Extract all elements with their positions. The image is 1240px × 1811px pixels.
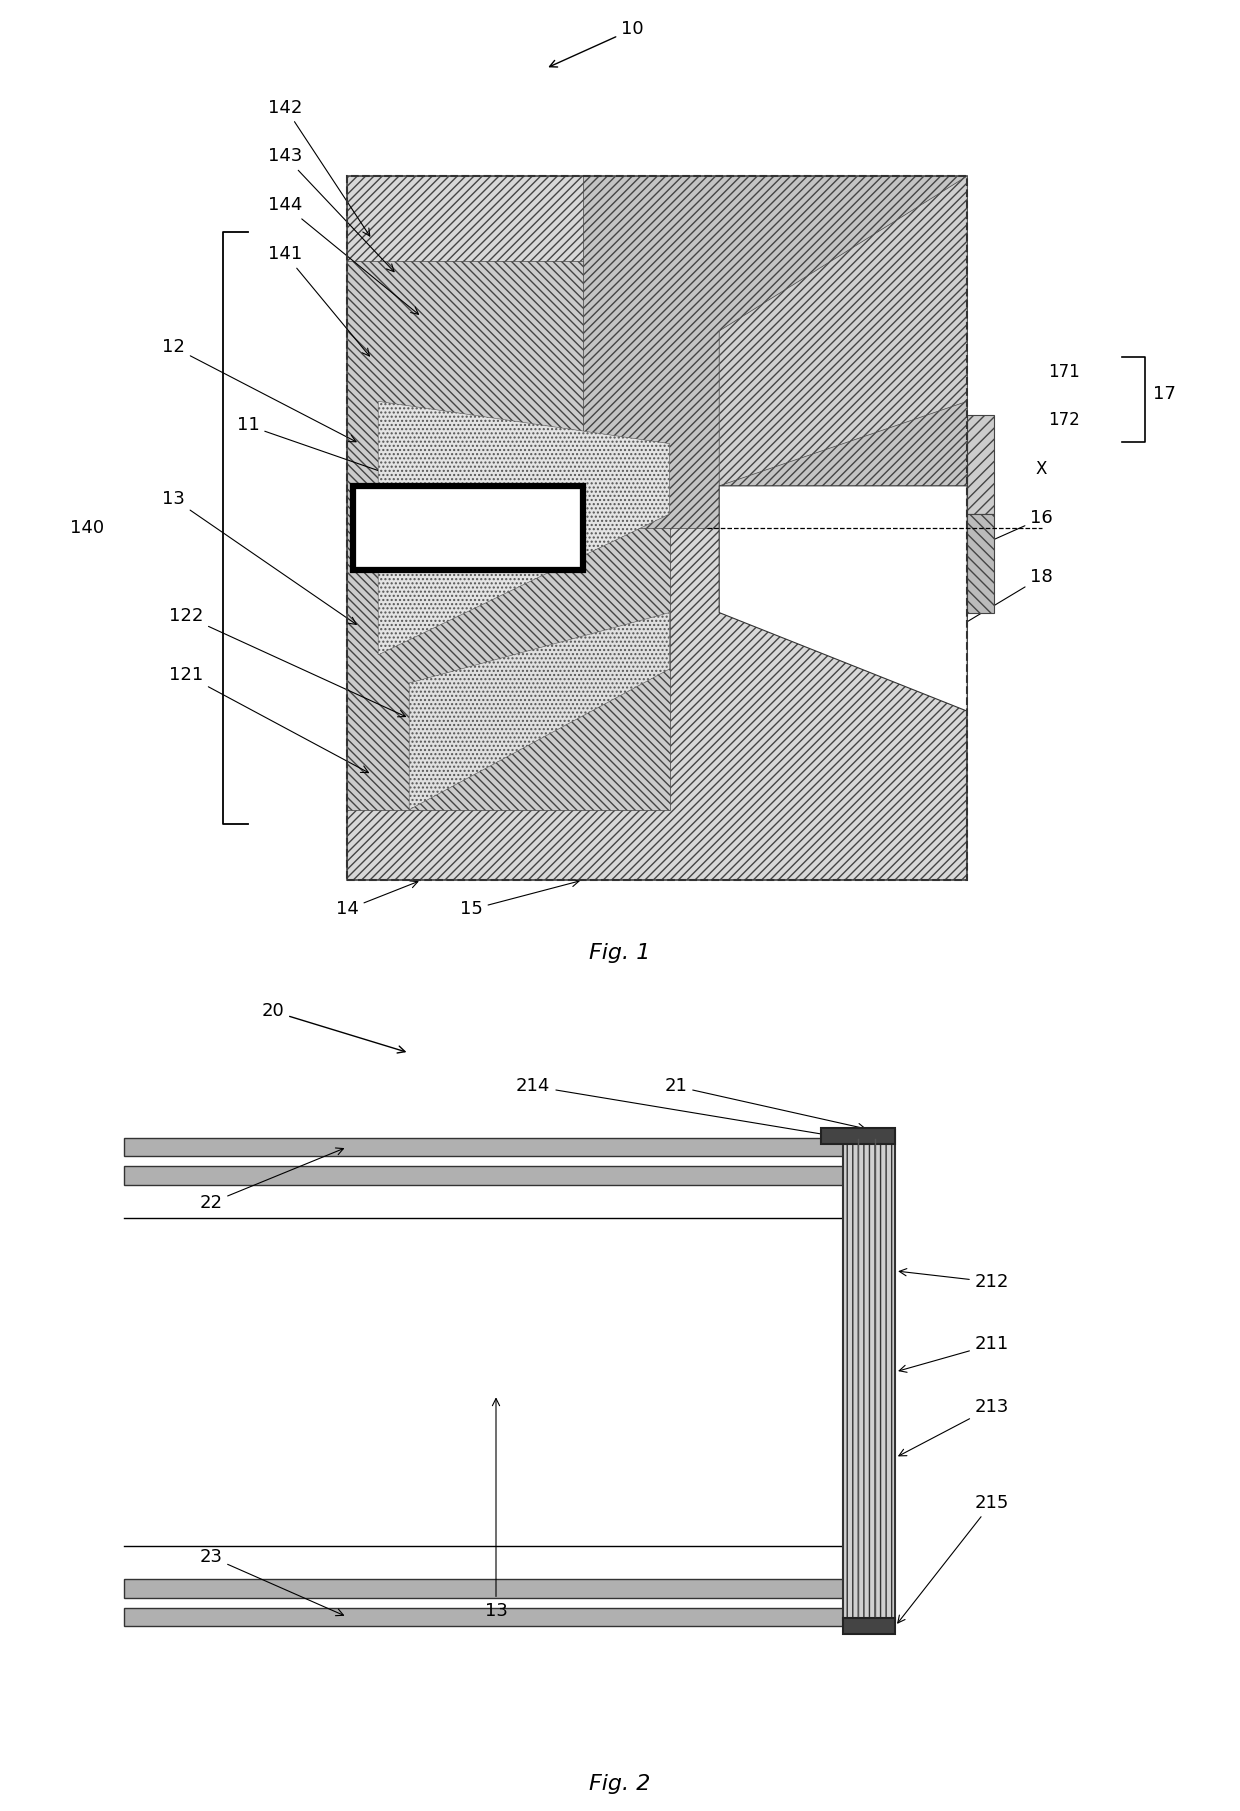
Polygon shape [719, 485, 967, 712]
Text: 212: 212 [899, 1268, 1009, 1291]
Text: 171: 171 [1048, 362, 1080, 380]
Text: 22: 22 [200, 1148, 343, 1212]
Text: 214: 214 [516, 1078, 830, 1137]
FancyBboxPatch shape [821, 1128, 895, 1145]
Text: 172: 172 [1048, 411, 1080, 429]
Text: 121: 121 [169, 666, 368, 773]
Text: Fig. 1: Fig. 1 [589, 944, 651, 963]
Polygon shape [347, 261, 670, 810]
Text: 23: 23 [200, 1548, 343, 1615]
Polygon shape [378, 402, 670, 656]
Text: Fig. 2: Fig. 2 [589, 1775, 651, 1795]
Text: 12: 12 [162, 339, 356, 442]
FancyBboxPatch shape [967, 514, 994, 612]
Text: 215: 215 [898, 1494, 1009, 1623]
Text: 141: 141 [268, 244, 370, 357]
FancyBboxPatch shape [353, 485, 583, 570]
FancyBboxPatch shape [124, 1166, 843, 1184]
Text: 143: 143 [268, 147, 394, 272]
FancyBboxPatch shape [843, 1617, 895, 1634]
Polygon shape [409, 612, 670, 810]
Text: 142: 142 [268, 98, 370, 235]
Text: 122: 122 [169, 607, 405, 717]
FancyBboxPatch shape [347, 176, 967, 880]
FancyBboxPatch shape [124, 1608, 843, 1626]
Text: 11: 11 [237, 417, 418, 485]
Text: 144: 144 [268, 196, 418, 315]
FancyBboxPatch shape [124, 1137, 843, 1155]
Text: 14: 14 [336, 880, 418, 918]
Text: 15: 15 [460, 880, 579, 918]
FancyBboxPatch shape [843, 1130, 895, 1619]
FancyBboxPatch shape [124, 1579, 843, 1597]
Text: 20: 20 [262, 1001, 405, 1052]
Text: 17: 17 [1153, 386, 1176, 404]
Text: 13: 13 [162, 489, 356, 625]
Text: 140: 140 [69, 520, 104, 538]
Text: 16: 16 [897, 509, 1053, 583]
Text: 213: 213 [899, 1398, 1009, 1456]
Polygon shape [719, 176, 967, 485]
Text: 18: 18 [928, 569, 1053, 647]
Text: 211: 211 [899, 1335, 1009, 1373]
Text: 13: 13 [485, 1398, 507, 1621]
FancyBboxPatch shape [967, 415, 994, 514]
Text: 10: 10 [549, 20, 644, 67]
Text: 21: 21 [665, 1078, 866, 1130]
Text: X: X [1035, 460, 1047, 478]
Polygon shape [583, 176, 967, 529]
